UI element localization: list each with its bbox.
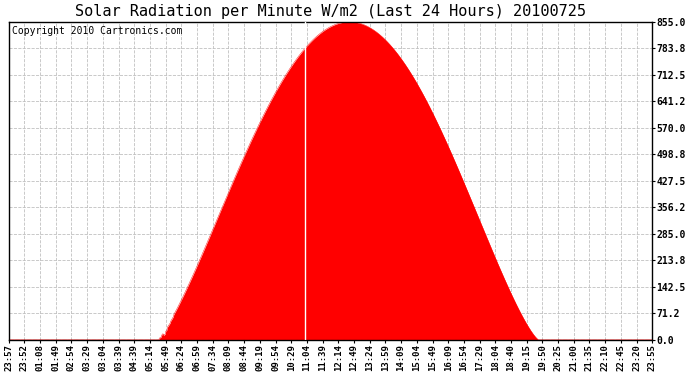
Text: Copyright 2010 Cartronics.com: Copyright 2010 Cartronics.com bbox=[12, 27, 182, 36]
Title: Solar Radiation per Minute W/m2 (Last 24 Hours) 20100725: Solar Radiation per Minute W/m2 (Last 24… bbox=[75, 4, 586, 19]
